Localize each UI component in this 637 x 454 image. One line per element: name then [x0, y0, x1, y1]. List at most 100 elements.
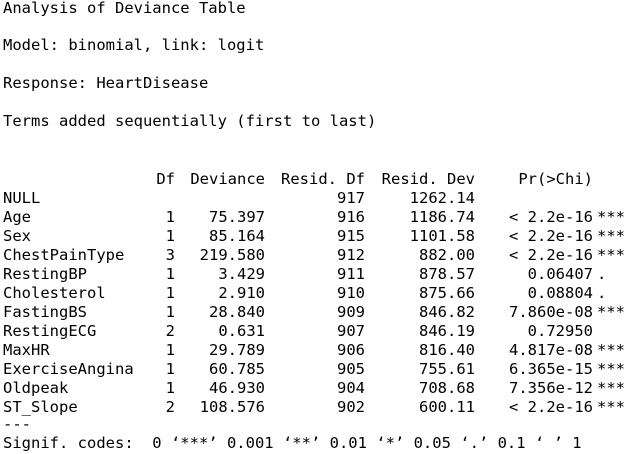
row-resid-df: 912	[337, 246, 365, 264]
row-df: 1	[165, 303, 175, 321]
header-deviance: Deviance	[190, 170, 265, 188]
row-signif: ***	[597, 227, 625, 245]
header-resid-dev: Resid. Dev	[381, 170, 475, 188]
table-row: Sex 1 85.164 915 1101.58 < 2.2e-16 ***	[3, 227, 637, 246]
row-df: 1	[165, 265, 175, 283]
row-signif: .	[597, 284, 607, 302]
row-p-value: 0.06407	[527, 265, 593, 283]
row-df: 1	[165, 284, 175, 302]
row-term: ChestPainType	[3, 246, 125, 264]
r-console-output: Analysis of Deviance Table Model: binomi…	[3, 0, 637, 454]
row-resid-df: 905	[337, 360, 365, 378]
row-p-value: < 2.2e-16	[509, 246, 593, 264]
row-resid-dev: 875.66	[419, 284, 475, 302]
row-deviance: 60.785	[209, 360, 265, 378]
row-term: Age	[3, 208, 31, 226]
row-deviance: 108.576	[199, 398, 265, 416]
row-resid-df: 917	[337, 189, 365, 207]
row-resid-df: 915	[337, 227, 365, 245]
row-p-value: < 2.2e-16	[509, 398, 593, 416]
row-p-value: < 2.2e-16	[509, 227, 593, 245]
row-signif: ***	[597, 360, 625, 378]
row-resid-df: 911	[337, 265, 365, 283]
row-resid-df: 916	[337, 208, 365, 226]
row-df: 3	[165, 246, 175, 264]
model-line: Model: binomial, link: logit	[3, 36, 265, 54]
row-resid-dev: 708.68	[419, 379, 475, 397]
table-row: FastingBS 1 28.840 909 846.82 7.860e-08 ***	[3, 303, 637, 322]
row-term: Oldpeak	[3, 379, 69, 397]
row-term: FastingBS	[3, 303, 87, 321]
header-df: Df	[156, 170, 175, 188]
row-p-value: 4.817e-08	[509, 341, 593, 359]
row-signif: ***	[597, 303, 625, 321]
row-signif: ***	[597, 246, 625, 264]
table-row: Cholesterol 1 2.910 910 875.66 0.08804.	[3, 284, 637, 303]
terms-line: Terms added sequentially (first to last)	[3, 112, 377, 130]
response-line: Response: HeartDisease	[3, 74, 209, 92]
row-resid-dev: 882.00	[419, 246, 475, 264]
row-p-value: 0.72950	[527, 322, 593, 340]
row-deviance: 85.164	[209, 227, 265, 245]
row-df: 1	[165, 360, 175, 378]
separator: ---	[3, 415, 31, 433]
table-row: RestingBP 1 3.429 911 878.57 0.06407.	[3, 265, 637, 284]
row-term: RestingBP	[3, 265, 87, 283]
row-term: ST_Slope	[3, 398, 78, 416]
row-deviance: 29.789	[209, 341, 265, 359]
row-p-value: 7.356e-12	[509, 379, 593, 397]
row-resid-dev: 846.19	[419, 322, 475, 340]
row-p-value: 7.860e-08	[509, 303, 593, 321]
row-term: NULL	[3, 189, 41, 207]
table-title: Analysis of Deviance Table	[3, 0, 246, 17]
row-p-value: 0.08804	[527, 284, 593, 302]
table-row: RestingECG 2 0.631 907 846.19 0.72950	[3, 322, 637, 341]
row-signif: ***	[597, 398, 625, 416]
header-p-value: Pr(>Chi)	[518, 170, 593, 188]
row-resid-dev: 1101.58	[409, 227, 475, 245]
table-row: NULL 917 1262.14	[3, 189, 637, 208]
row-term: RestingECG	[3, 322, 97, 340]
row-df: 1	[165, 227, 175, 245]
row-resid-df: 910	[337, 284, 365, 302]
row-df: 1	[165, 379, 175, 397]
row-resid-dev: 846.82	[419, 303, 475, 321]
table-row: Oldpeak 1 46.930 904 708.68 7.356e-12 ***	[3, 379, 637, 398]
row-resid-df: 906	[337, 341, 365, 359]
row-term: Cholesterol	[3, 284, 106, 302]
row-resid-dev: 1186.74	[409, 208, 475, 226]
table-header: Df Deviance Resid. Df Resid. Dev Pr(>Chi…	[3, 170, 637, 189]
row-resid-dev: 755.61	[419, 360, 475, 378]
row-deviance: 0.631	[218, 322, 265, 340]
table-row: ST_Slope 2 108.576 902 600.11 < 2.2e-16 ***	[3, 398, 637, 417]
row-deviance: 75.397	[209, 208, 265, 226]
row-resid-dev: 600.11	[419, 398, 475, 416]
row-resid-df: 904	[337, 379, 365, 397]
row-resid-dev: 1262.14	[409, 189, 475, 207]
row-deviance: 28.840	[209, 303, 265, 321]
row-deviance: 3.429	[218, 265, 265, 283]
row-resid-df: 909	[337, 303, 365, 321]
row-term: Sex	[3, 227, 31, 245]
row-df: 1	[165, 341, 175, 359]
row-resid-df: 902	[337, 398, 365, 416]
row-resid-dev: 878.57	[419, 265, 475, 283]
row-resid-dev: 816.40	[419, 341, 475, 359]
table-row: MaxHR 1 29.789 906 816.40 4.817e-08 ***	[3, 341, 637, 360]
table-row: Age 1 75.397 916 1186.74 < 2.2e-16 ***	[3, 208, 637, 227]
row-resid-df: 907	[337, 322, 365, 340]
table-row: ExerciseAngina 1 60.785 905 755.61 6.365e-15 *…	[3, 360, 637, 379]
row-p-value: < 2.2e-16	[509, 208, 593, 226]
row-df: 2	[165, 322, 175, 340]
row-deviance: 2.910	[218, 284, 265, 302]
row-df: 1	[165, 208, 175, 226]
signif-codes: Signif. codes: 0 ‘***’ 0.001 ‘**’ 0.01 ‘…	[3, 434, 582, 452]
header-resid-df: Resid. Df	[281, 170, 365, 188]
row-term: ExerciseAngina	[3, 360, 134, 378]
row-deviance: 219.580	[199, 246, 265, 264]
row-signif: ***	[597, 208, 625, 226]
row-term: MaxHR	[3, 341, 50, 359]
row-df: 2	[165, 398, 175, 416]
row-signif: .	[597, 265, 607, 283]
row-signif: ***	[597, 379, 625, 397]
